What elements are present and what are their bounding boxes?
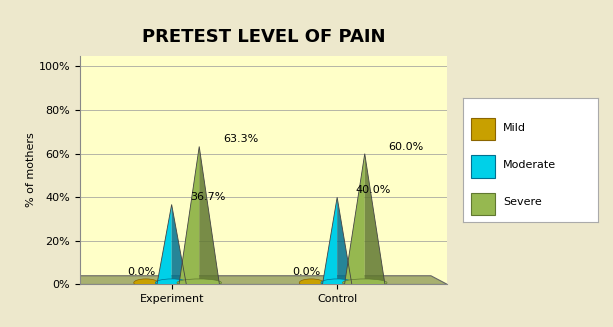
Y-axis label: % of mothers: % of mothers xyxy=(26,133,36,207)
Polygon shape xyxy=(179,146,199,284)
Ellipse shape xyxy=(343,279,387,286)
Text: Moderate: Moderate xyxy=(503,160,557,170)
Text: 0.0%: 0.0% xyxy=(292,267,321,277)
Title: PRETEST LEVEL OF PAIN: PRETEST LEVEL OF PAIN xyxy=(142,28,386,46)
Polygon shape xyxy=(337,197,352,284)
Text: Mild: Mild xyxy=(503,123,527,133)
Ellipse shape xyxy=(299,279,324,286)
Text: 36.7%: 36.7% xyxy=(190,192,226,202)
Polygon shape xyxy=(322,197,337,284)
Polygon shape xyxy=(157,204,172,284)
Polygon shape xyxy=(172,204,186,284)
Ellipse shape xyxy=(134,279,158,286)
Text: 63.3%: 63.3% xyxy=(223,134,259,144)
Bar xyxy=(471,193,495,215)
Polygon shape xyxy=(345,154,365,284)
Text: 40.0%: 40.0% xyxy=(356,185,391,195)
Polygon shape xyxy=(63,47,80,284)
Polygon shape xyxy=(63,276,447,284)
Text: 60.0%: 60.0% xyxy=(389,142,424,151)
Text: Severe: Severe xyxy=(503,198,542,207)
Bar xyxy=(471,118,495,140)
Text: 0.0%: 0.0% xyxy=(127,267,156,277)
Ellipse shape xyxy=(321,279,353,286)
Bar xyxy=(471,155,495,178)
Polygon shape xyxy=(199,146,219,284)
Polygon shape xyxy=(365,154,385,284)
Ellipse shape xyxy=(156,279,188,286)
Ellipse shape xyxy=(177,279,221,286)
